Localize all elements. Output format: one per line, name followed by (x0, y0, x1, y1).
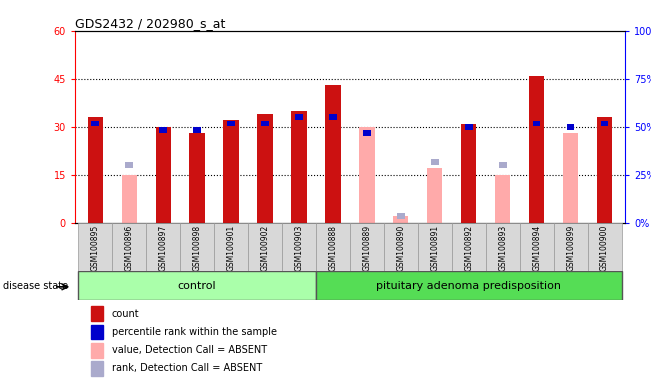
Bar (112, 223, 146, 271)
Bar (316, 271, 622, 300)
Bar (431, 159, 439, 165)
Bar (359, 127, 374, 223)
Bar (91, 306, 104, 321)
Text: GSM100888: GSM100888 (329, 225, 337, 271)
Text: GSM100894: GSM100894 (532, 225, 541, 271)
Bar (316, 223, 350, 271)
Text: percentile rank within the sample: percentile rank within the sample (112, 327, 277, 337)
Bar (88, 117, 103, 223)
Bar (418, 223, 452, 271)
Bar (465, 124, 473, 130)
Bar (126, 162, 133, 168)
Text: GSM100891: GSM100891 (430, 225, 439, 271)
Bar (91, 361, 104, 376)
Bar (78, 271, 316, 300)
Bar (189, 133, 205, 223)
Bar (223, 120, 239, 223)
Bar (553, 223, 588, 271)
Bar (248, 223, 282, 271)
Bar (227, 121, 235, 126)
Bar (533, 121, 540, 126)
Bar (499, 162, 506, 168)
Bar (427, 168, 443, 223)
Bar (452, 223, 486, 271)
Bar (295, 114, 303, 120)
Bar (91, 324, 104, 339)
Bar (257, 114, 273, 223)
Text: GSM100896: GSM100896 (125, 225, 133, 271)
Text: count: count (112, 309, 139, 319)
Bar (78, 223, 112, 271)
Text: GSM100889: GSM100889 (363, 225, 371, 271)
Text: GSM100900: GSM100900 (600, 225, 609, 271)
Text: GSM100902: GSM100902 (260, 225, 270, 271)
Bar (597, 117, 612, 223)
Bar (122, 175, 137, 223)
Text: GSM100897: GSM100897 (159, 225, 168, 271)
Text: GSM100901: GSM100901 (227, 225, 236, 271)
Bar (529, 76, 544, 223)
Bar (495, 175, 510, 223)
Text: GSM100899: GSM100899 (566, 225, 575, 271)
Text: control: control (178, 280, 216, 291)
Bar (397, 214, 405, 219)
Bar (486, 223, 519, 271)
Bar (601, 121, 609, 126)
Text: value, Detection Call = ABSENT: value, Detection Call = ABSENT (112, 345, 267, 355)
Bar (146, 223, 180, 271)
Bar (363, 130, 370, 136)
Bar (180, 223, 214, 271)
Bar (261, 121, 269, 126)
Bar (193, 127, 201, 133)
Bar (519, 223, 553, 271)
Bar (329, 114, 337, 120)
Bar (91, 343, 104, 358)
Bar (159, 127, 167, 133)
Bar (282, 223, 316, 271)
Text: GSM100895: GSM100895 (90, 225, 100, 271)
Text: GDS2432 / 202980_s_at: GDS2432 / 202980_s_at (75, 17, 225, 30)
Text: GSM100890: GSM100890 (396, 225, 406, 271)
Text: GSM100903: GSM100903 (294, 225, 303, 271)
Bar (567, 124, 574, 130)
Bar (350, 223, 384, 271)
Text: GSM100898: GSM100898 (193, 225, 202, 271)
Bar (563, 133, 578, 223)
Text: GSM100892: GSM100892 (464, 225, 473, 271)
Text: pituitary adenoma predisposition: pituitary adenoma predisposition (376, 280, 561, 291)
Text: GSM100893: GSM100893 (498, 225, 507, 271)
Bar (461, 124, 477, 223)
Bar (588, 223, 622, 271)
Bar (91, 121, 99, 126)
Text: disease state: disease state (3, 281, 68, 291)
Bar (326, 85, 340, 223)
Bar (393, 216, 408, 223)
Bar (214, 223, 248, 271)
Bar (156, 127, 171, 223)
Bar (384, 223, 418, 271)
Text: rank, Detection Call = ABSENT: rank, Detection Call = ABSENT (112, 363, 262, 373)
Bar (292, 111, 307, 223)
